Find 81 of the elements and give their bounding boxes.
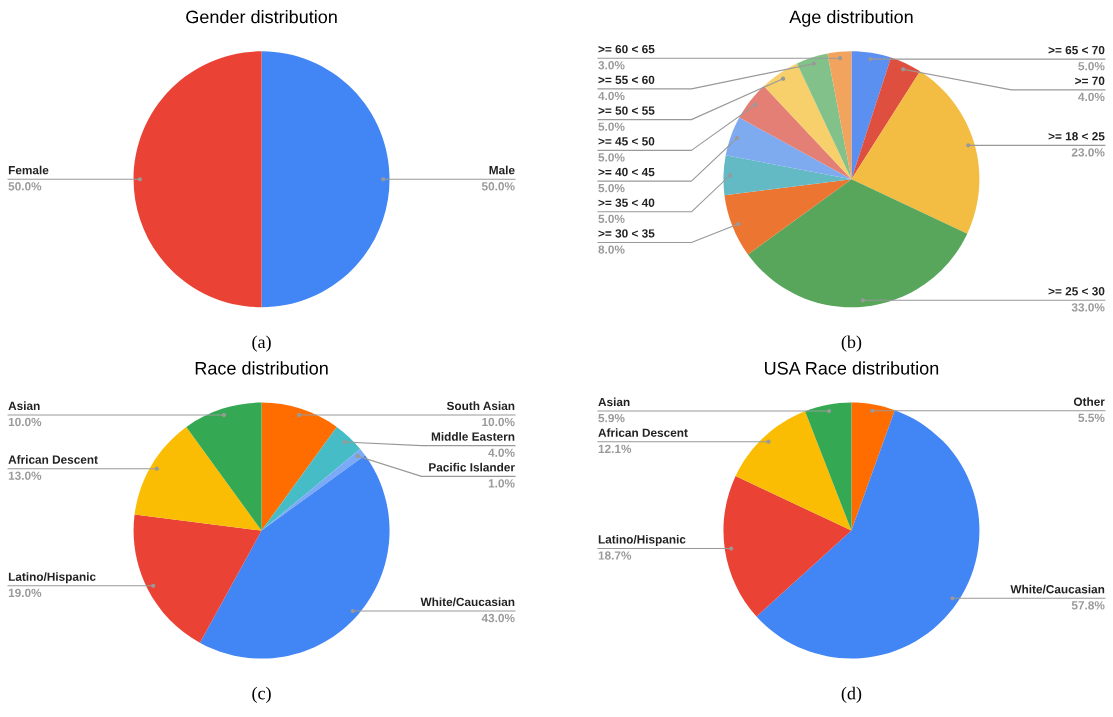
data-label: 19.0%: [8, 588, 42, 598]
pie-slice: [851, 402, 895, 531]
text: (c): [252, 686, 271, 704]
slice-label: >= 18 < 25: [1048, 132, 1105, 141]
slice-label: >= 55 < 60: [598, 75, 655, 85]
pie-slice: [133, 514, 262, 643]
slice-label: Middle Eastern: [431, 432, 515, 441]
slice-label: Latino/Hispanic: [8, 572, 96, 584]
pie-slice: [851, 57, 921, 180]
pie-slice: [763, 63, 852, 180]
pie-slice: [747, 179, 968, 308]
slice-label: Asian: [598, 397, 630, 407]
data-label: 4.0%: [598, 91, 625, 101]
data-label: 10.0%: [482, 417, 515, 427]
pie-slice: [261, 427, 361, 531]
data-label: 5.0%: [598, 153, 625, 162]
slice-label: White/Caucasian: [1010, 584, 1105, 594]
pie-slice: [805, 402, 852, 531]
chart-title: Gender distribution: [186, 10, 337, 24]
pie-slice: [735, 411, 852, 531]
slice-label: White/Caucasian: [420, 597, 515, 607]
data-label: 5.9%: [598, 413, 625, 423]
data-label: 18.7%: [598, 551, 632, 560]
data-label: 43.0%: [481, 613, 515, 623]
data-label: 5.5%: [1078, 413, 1105, 423]
pie-slice: [261, 402, 337, 531]
pie-slice: [724, 179, 852, 255]
pie-slice: [133, 51, 262, 308]
data-label: 13.0%: [8, 471, 42, 480]
data-label: 23.0%: [1071, 148, 1105, 157]
pie-slice: [186, 402, 262, 531]
pie-slice: [796, 53, 852, 180]
data-label: 5.0%: [598, 183, 625, 193]
pie-slice: [851, 71, 980, 234]
pie-slice: [199, 455, 390, 659]
slice-label: Asian: [8, 401, 40, 411]
data-label: 5.0%: [1078, 62, 1105, 71]
data-label: 12.1%: [598, 444, 632, 453]
chart-title: Race distribution: [195, 361, 328, 375]
data-label: 50.0%: [8, 182, 42, 191]
slice-label: >= 50 < 55: [598, 106, 655, 115]
slice-label: Female: [8, 165, 49, 175]
slice-label: Male: [489, 165, 515, 175]
pie-slice: [261, 51, 390, 308]
slice-label: >= 35 < 40: [598, 198, 655, 207]
slice-label: >= 60 < 65: [598, 44, 655, 54]
data-label: 5.0%: [598, 122, 625, 131]
text: (d): [841, 686, 862, 704]
slice-label: >= 40 < 45: [598, 167, 655, 177]
slice-label: African Descent: [8, 455, 98, 464]
chart-title: USA Race distribution: [765, 361, 939, 375]
data-label: 10.0%: [8, 417, 42, 427]
text: (a): [252, 335, 271, 352]
pie-slice: [723, 155, 852, 196]
slice-label: >= 65 < 70: [1048, 45, 1105, 55]
slice-label: >= 25 < 30: [1048, 287, 1105, 296]
text: (b): [841, 335, 862, 352]
data-label: 3.0%: [598, 61, 625, 70]
slice-label: African Descent: [598, 428, 688, 437]
data-label: 4.0%: [1078, 92, 1105, 102]
slice-label: >= 30 < 35: [598, 229, 655, 238]
data-label: 4.0%: [488, 448, 515, 457]
slice-label: >= 70: [1075, 76, 1105, 85]
data-label: 57.8%: [1071, 601, 1105, 610]
pie-slice: [739, 85, 852, 180]
slice-label: South Asian: [446, 401, 515, 411]
slice-label: Pacific Islander: [429, 462, 515, 472]
pie-slice: [725, 117, 852, 180]
pie-slice: [723, 476, 852, 617]
pie-slice: [756, 410, 980, 659]
data-label: 1.0%: [488, 479, 515, 488]
chart-title: Age distribution: [789, 10, 913, 27]
slice-label: >= 45 < 50: [598, 137, 655, 146]
slice-label: Latino/Hispanic: [598, 534, 686, 546]
data-label: 5.0%: [598, 214, 625, 224]
data-label: 33.0%: [1071, 303, 1105, 312]
pie-slice: [851, 51, 891, 180]
data-label: 50.0%: [481, 182, 515, 191]
data-label: 8.0%: [598, 245, 625, 254]
slice-label: Other: [1073, 397, 1105, 406]
pie-slice: [134, 427, 262, 531]
